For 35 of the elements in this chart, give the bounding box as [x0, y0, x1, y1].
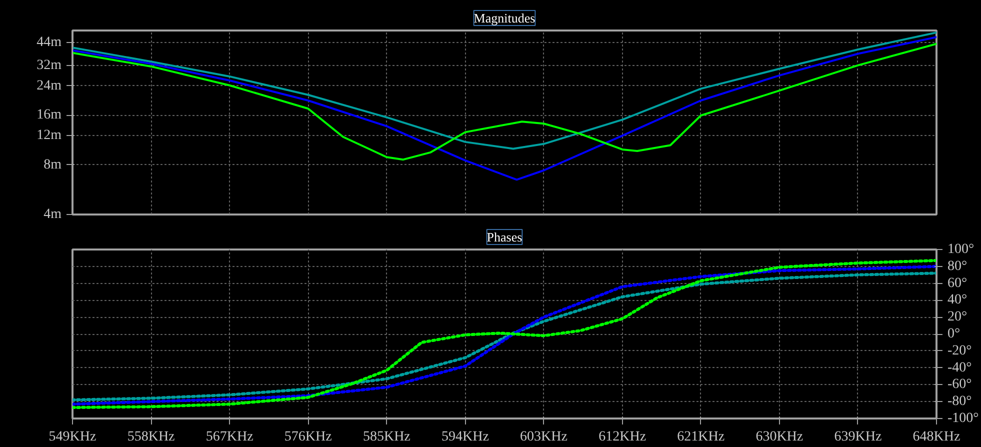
y-tick-label: 40°	[948, 292, 968, 308]
x-tick-label: 621KHz	[677, 430, 725, 444]
y-tick-label: 80°	[948, 258, 968, 274]
y-tick-label: -80°	[948, 394, 972, 410]
y-tick-label: 8m	[44, 157, 62, 172]
y-tick-label: 16m	[36, 108, 62, 123]
y-tick-label: 0°	[948, 326, 960, 342]
line-series	[72, 36, 936, 181]
x-tick-label: 648KHz	[912, 430, 960, 444]
y-tick-label: 44m	[36, 34, 62, 50]
x-tick-label: 567KHz	[206, 430, 254, 444]
x-tick-label: 549KHz	[48, 430, 96, 444]
chart-title: Magnitudes	[474, 10, 536, 26]
y-tick-label: -40°	[948, 360, 972, 376]
line-series	[72, 42, 936, 161]
x-tick-label: 576KHz	[284, 430, 332, 444]
chart-title: Phases	[486, 230, 522, 244]
x-tick-label: 612KHz	[598, 430, 646, 444]
y-tick-label: -100°	[948, 411, 979, 426]
x-tick-label: 585KHz	[362, 430, 410, 444]
x-tick-label: 594KHz	[442, 430, 489, 444]
y-tick-label: 12m	[36, 128, 62, 144]
y-tick-label: 100°	[948, 242, 974, 257]
y-tick-label: -20°	[948, 343, 972, 358]
y-tick-label: -60°	[948, 377, 972, 392]
y-tick-label: 4m	[44, 207, 62, 222]
y-tick-label: 32m	[36, 58, 62, 73]
x-tick-label: 603KHz	[520, 430, 568, 444]
x-tick-label: 639KHz	[834, 430, 882, 444]
x-tick-label: 558KHz	[127, 430, 175, 444]
y-tick-label: 20°	[948, 310, 968, 325]
y-tick-label: 60°	[948, 276, 968, 291]
y-tick-label: 24m	[36, 78, 62, 94]
line-series	[72, 31, 936, 150]
x-tick-label: 630KHz	[756, 430, 804, 444]
